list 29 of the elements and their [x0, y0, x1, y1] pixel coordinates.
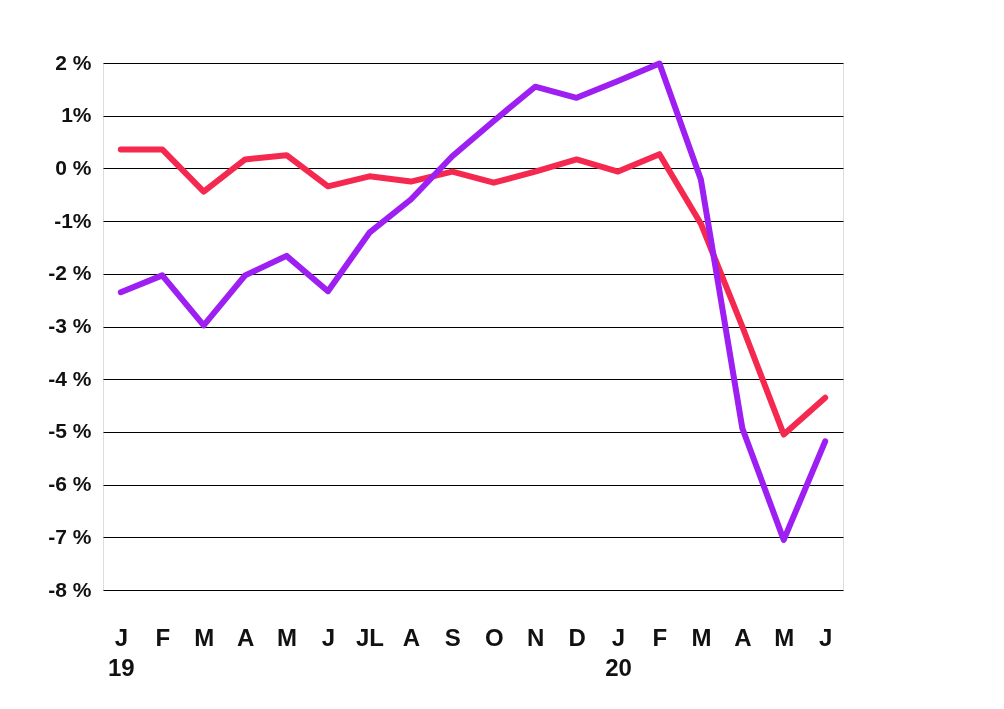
y-tick-label: -7 %: [48, 524, 92, 548]
y-tick-label: -4 %: [48, 366, 92, 390]
y-tick-label: -8 %: [48, 577, 92, 601]
y-tick-label: 1%: [61, 103, 92, 127]
x-tick-label: F: [652, 623, 668, 651]
y-tick-label: -6 %: [48, 472, 92, 496]
x-tick-label: M: [194, 623, 215, 651]
x-tick-label: O: [484, 623, 504, 651]
x-tick-label: A: [236, 623, 255, 651]
y-tick-label: -3 %: [48, 314, 92, 337]
x-tick-label: J 19: [107, 623, 135, 681]
x-tick-label: D: [568, 623, 586, 651]
x-tick-label: S: [444, 623, 461, 651]
x-tick-label: JL: [355, 623, 384, 651]
x-tick-label: J 20: [605, 623, 632, 681]
x-tick-label: M: [277, 623, 298, 651]
x-tick-label: A: [734, 623, 752, 651]
y-tick-label: -2 %: [48, 261, 92, 285]
x-tick-label: J: [321, 623, 336, 651]
x-tick-label: J: [819, 623, 833, 651]
x-tick-label: N: [526, 623, 545, 651]
y-tick-label: 0 %: [55, 155, 92, 179]
x-tick-label: F: [155, 623, 171, 651]
y-tick-label: -5 %: [48, 419, 92, 443]
x-tick-label: M: [774, 623, 795, 651]
x-tick-label: M: [691, 623, 712, 651]
y-tick-label: 2 %: [55, 50, 92, 74]
y-tick-label: -1%: [54, 208, 92, 232]
x-tick-label: A: [402, 623, 421, 651]
